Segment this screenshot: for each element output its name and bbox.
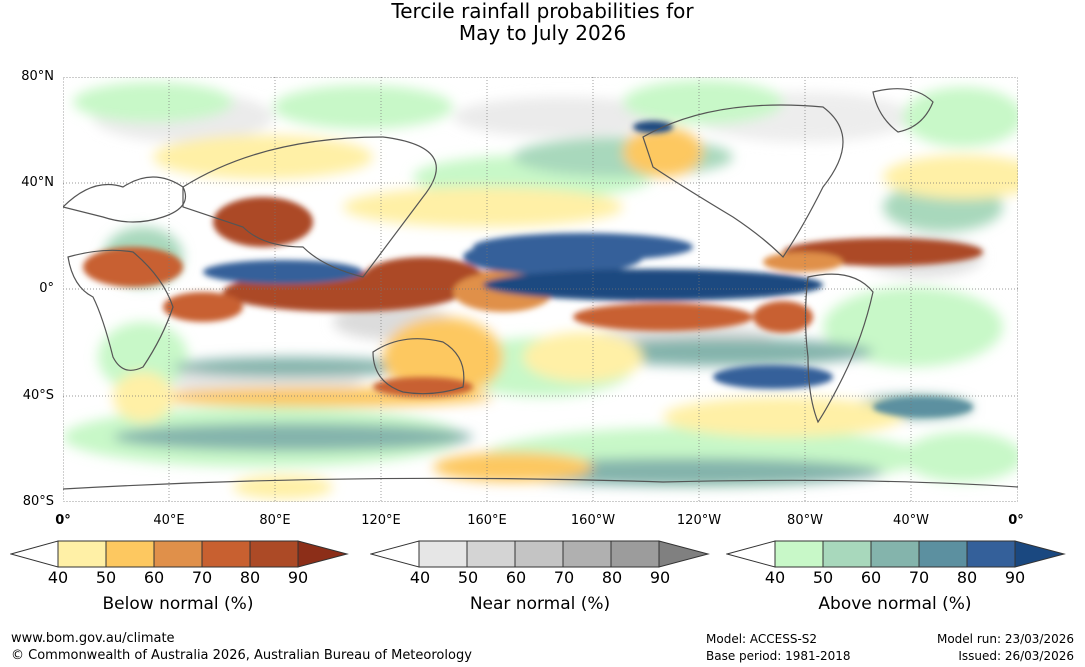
above-tick-60: 60	[860, 568, 882, 587]
below-normal-title: Below normal (%)	[102, 594, 254, 614]
below-swatch-2	[105, 540, 155, 568]
above-tick-90: 90	[1004, 568, 1026, 587]
near-swatch-4	[562, 540, 612, 568]
below-tick-40: 40	[47, 568, 69, 587]
lon-label-40w: 40°W	[893, 513, 929, 528]
colorbar-above-normal	[725, 540, 1066, 572]
colorbar-below-normal	[9, 540, 350, 572]
above-tick-70: 70	[908, 568, 930, 587]
lat-label-80n: 80°N	[21, 69, 54, 84]
below-tick-70: 70	[191, 568, 213, 587]
lon-label-40e: 40°E	[153, 513, 185, 528]
near-swatch-2	[466, 540, 516, 568]
below-swatch-0	[9, 540, 59, 568]
colorbar-below-swatches	[9, 540, 349, 568]
above-tick-50: 50	[812, 568, 834, 587]
above-swatch-3	[870, 540, 920, 568]
map-title: Tercile rainfall probabilities for May t…	[0, 0, 1085, 44]
lon-label-120w: 120°W	[676, 513, 722, 528]
near-swatch-1	[418, 540, 468, 568]
copyright-text: © Commonwealth of Australia 2026, Austra…	[11, 648, 472, 663]
above-swatch-4	[918, 540, 968, 568]
model-name: Model: ACCESS-S2	[706, 632, 818, 646]
near-tick-70: 70	[553, 568, 575, 587]
below-tick-80: 80	[239, 568, 261, 587]
near-tick-80: 80	[601, 568, 623, 587]
lon-label-80w: 80°W	[787, 513, 823, 528]
near-tick-90: 90	[649, 568, 671, 587]
model-run-date: Model run: 23/03/2026	[936, 632, 1074, 646]
lon-label-80e: 80°E	[259, 513, 291, 528]
title-line-2: May to July 2026	[458, 21, 627, 45]
rainfall-probability-map	[63, 77, 1018, 502]
below-swatch-6	[297, 540, 349, 568]
near-swatch-6	[658, 540, 710, 568]
below-swatch-4	[201, 540, 251, 568]
below-swatch-3	[153, 540, 203, 568]
near-swatch-5	[610, 540, 660, 568]
lon-label-120e: 120°E	[361, 513, 401, 528]
near-tick-50: 50	[457, 568, 479, 587]
below-tick-90: 90	[287, 568, 309, 587]
base-period: Base period: 1981-2018	[706, 649, 851, 663]
gridlines	[63, 77, 1018, 502]
colorbar-near-swatches	[369, 540, 710, 568]
near-swatch-0	[369, 540, 420, 568]
near-normal-title: Near normal (%)	[469, 594, 611, 614]
below-swatch-5	[249, 540, 299, 568]
lon-label-160e: 160°E	[467, 513, 507, 528]
below-tick-50: 50	[95, 568, 117, 587]
near-swatch-3	[514, 540, 564, 568]
near-tick-60: 60	[505, 568, 527, 587]
issued-date: Issued: 26/03/2026	[958, 649, 1074, 663]
above-tick-40: 40	[764, 568, 786, 587]
above-swatch-0	[725, 540, 776, 568]
above-swatch-2	[822, 540, 872, 568]
title-line-1: Tercile rainfall probabilities for	[391, 0, 694, 23]
lat-label-40n: 40°N	[21, 175, 54, 190]
above-swatch-6	[1014, 540, 1066, 568]
lon-label-0-left: 0°	[55, 513, 71, 528]
colorbar-above-swatches	[725, 540, 1066, 568]
below-tick-60: 60	[143, 568, 165, 587]
strong-anomalies	[83, 121, 983, 417]
lon-label-160w: 160°W	[570, 513, 616, 528]
above-normal-title: Above normal (%)	[818, 594, 972, 614]
colorbar-near-normal	[369, 540, 710, 572]
map-canvas	[63, 77, 1018, 502]
lon-label-0-right: 0°	[1008, 513, 1024, 528]
above-swatch-1	[774, 540, 824, 568]
above-tick-80: 80	[956, 568, 978, 587]
coastlines	[63, 88, 1018, 490]
below-swatch-1	[57, 540, 107, 568]
lat-label-equator: 0°	[39, 281, 54, 296]
lat-label-80s: 80°S	[22, 494, 54, 509]
lat-label-40s: 40°S	[22, 388, 54, 403]
near-tick-40: 40	[409, 568, 431, 587]
website-link[interactable]: www.bom.gov.au/climate	[11, 631, 175, 646]
above-swatch-5	[966, 540, 1016, 568]
